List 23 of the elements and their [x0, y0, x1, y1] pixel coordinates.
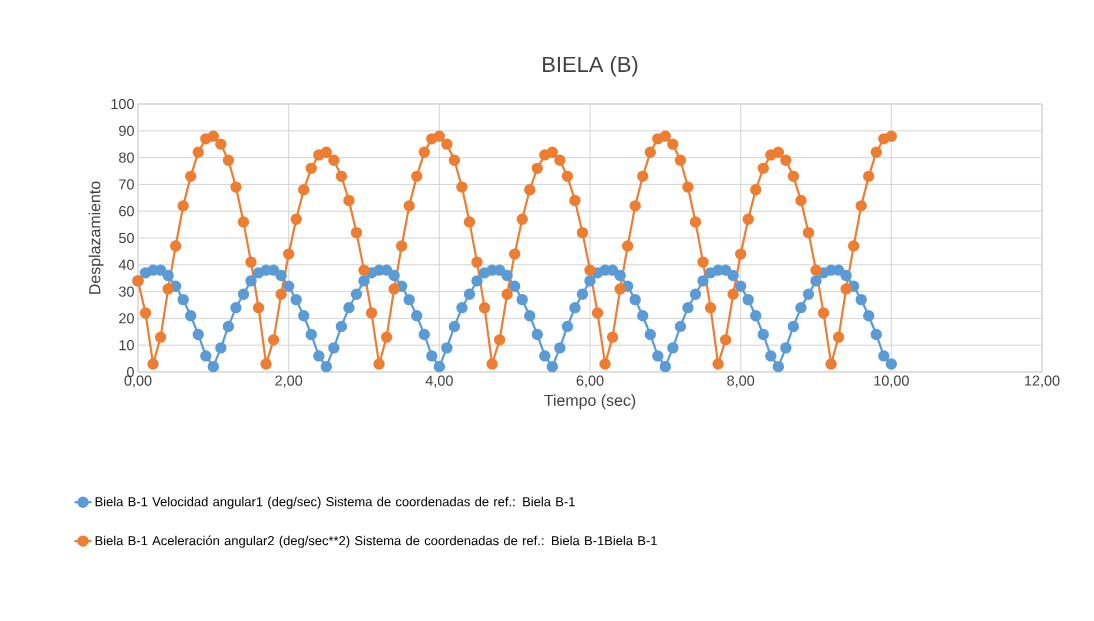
- y-axis-title: Desplazamiento: [88, 181, 104, 294]
- chart-title: BIELA (B): [543, 56, 638, 77]
- x-tick-label: 12,00: [1025, 375, 1060, 388]
- y-tick-label: 60: [119, 206, 134, 217]
- x-tick-label: 2,00: [275, 375, 303, 388]
- x-tick-label: 0,00: [124, 375, 152, 388]
- x-tick-label: 10,00: [874, 375, 909, 388]
- legend-label: Biela B-1 Velocidad angular1 (deg/sec) Sistema de coordenadas de ref.: Biela B-1: [95, 496, 575, 509]
- y-tick-label: 20: [119, 313, 134, 324]
- y-tick-label: 100: [111, 98, 134, 110]
- x-axis-title: Tiempo (sec): [544, 394, 636, 410]
- y-tick-label: 0: [127, 366, 134, 378]
- y-tick-label: 40: [118, 259, 134, 270]
- y-tick-label: 90: [119, 125, 134, 136]
- y-tick-label: 70: [119, 179, 134, 190]
- x-tick-label: 8,00: [727, 375, 755, 388]
- x-tick-label: 6,00: [576, 375, 604, 388]
- legend-label: Biela B-1 Aceleración angular2 (deg/sec**2) Sistema de coordenadas de ref.: Biela B-1Biela B-1: [95, 535, 657, 548]
- x-tick-label: 4,00: [425, 375, 453, 388]
- y-tick-label: 10: [119, 340, 134, 351]
- y-tick-label: 30: [118, 286, 134, 297]
- y-tick-label: 80: [119, 152, 134, 163]
- y-tick-label: 50: [118, 232, 134, 244]
